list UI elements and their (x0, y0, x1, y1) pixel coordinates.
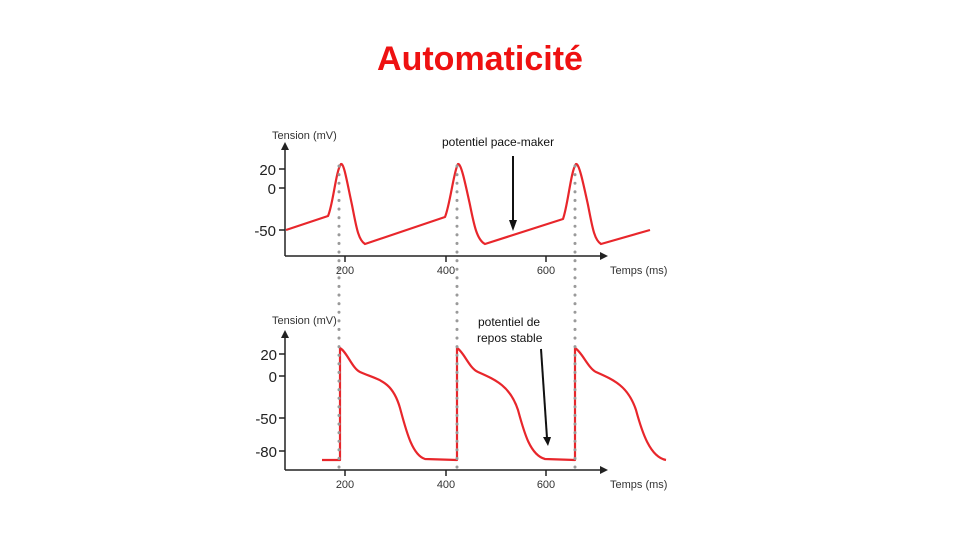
bottom-y-axis-arrowhead (281, 330, 289, 338)
bottom-y-tick-label: -50 (255, 411, 277, 428)
bottom-y-tick-label: 20 (260, 347, 277, 364)
top-x-tick-label: 200 (336, 265, 354, 277)
resting-potential-arrowhead (543, 437, 551, 446)
top-y-axis-title: Tension (mV) (272, 130, 337, 142)
bottom-x-tick-label: 200 (336, 479, 354, 491)
top-panel: Tension (mV) 20 0 -50 200 400 600 Temps … (254, 130, 667, 277)
top-y-axis-arrowhead (281, 142, 289, 150)
top-x-tick-label: 600 (537, 265, 555, 277)
bottom-x-axis-title: Temps (ms) (610, 479, 667, 491)
top-x-tick-label: 400 (437, 265, 455, 277)
bottom-y-tick-label: -80 (255, 444, 277, 461)
pacemaker-annotation: potentiel pace-maker (442, 135, 554, 149)
resting-potential-annotation-line2: repos stable (477, 331, 543, 345)
pacemaker-arrowhead (509, 220, 517, 231)
bottom-y-tick-label: 0 (269, 369, 277, 386)
top-x-axis-title: Temps (ms) (610, 265, 667, 277)
top-y-tick-label: 20 (259, 162, 276, 179)
top-y-tick-label: -50 (254, 223, 276, 240)
bottom-panel: Tension (mV) 20 0 -50 -80 200 400 600 Te… (255, 315, 667, 491)
bottom-x-tick-label: 400 (437, 479, 455, 491)
ventricular-action-potential-curve (322, 346, 667, 462)
bottom-x-axis-arrowhead (600, 466, 608, 474)
guide-lines (337, 164, 577, 470)
top-x-axis-arrowhead (600, 252, 608, 260)
resting-potential-annotation-line1: potentiel de (478, 315, 540, 329)
resting-potential-arrow (540, 348, 548, 439)
slide-title: Automaticité (377, 40, 583, 78)
bottom-x-tick-label: 600 (537, 479, 555, 491)
pacemaker-potential-curve (285, 162, 651, 246)
top-y-tick-label: 0 (268, 181, 276, 198)
bottom-y-axis-title: Tension (mV) (272, 315, 337, 327)
